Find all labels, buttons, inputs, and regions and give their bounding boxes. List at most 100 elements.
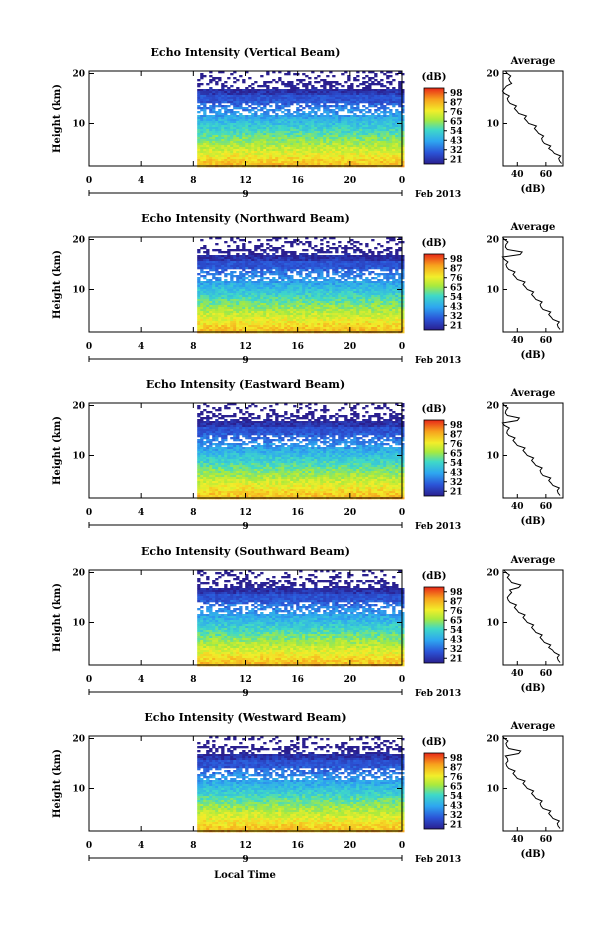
heatmap-cell <box>206 153 210 156</box>
heatmap-cell <box>317 143 321 146</box>
heatmap-cell <box>272 307 276 310</box>
heatmap-cell <box>239 159 243 162</box>
heatmap-cell <box>293 145 297 148</box>
heatmap-cell <box>359 93 363 96</box>
heatmap-cell <box>323 305 327 308</box>
heatmap-cell <box>320 299 324 302</box>
heatmap-cell <box>302 307 306 310</box>
heatmap-cell <box>215 249 219 252</box>
heatmap-cell <box>215 293 219 296</box>
heatmap-cell <box>329 247 333 250</box>
heatmap-cell <box>200 133 204 136</box>
heatmap-cell <box>326 151 330 154</box>
heatmap-cell <box>356 117 360 120</box>
heatmap-cell <box>239 75 243 78</box>
heatmap-cell <box>317 95 321 98</box>
heatmap-cell <box>230 109 234 112</box>
heatmap-cell <box>242 287 246 290</box>
heatmap-cell <box>350 319 354 322</box>
heatmap-cell <box>365 141 369 144</box>
heatmap-cell <box>386 147 390 150</box>
heatmap-cell <box>401 141 405 144</box>
heatmap-cell <box>368 135 372 138</box>
heatmap-cell <box>386 103 390 106</box>
heatmap-cell <box>215 315 219 318</box>
heatmap-cell <box>278 259 282 262</box>
heatmap-cell <box>269 285 273 288</box>
heatmap-cell <box>197 145 201 148</box>
heatmap-cell <box>353 77 357 80</box>
heatmap-cell <box>290 129 294 132</box>
heatmap-cell <box>230 327 234 330</box>
heatmap-cell <box>233 157 237 160</box>
heatmap-cell <box>308 123 312 126</box>
heatmap-cell <box>239 327 243 330</box>
heatmap-cell <box>311 269 315 272</box>
heatmap-cell <box>251 299 255 302</box>
heatmap-cell <box>239 317 243 320</box>
heatmap-cell <box>221 323 225 326</box>
heatmap-cell <box>314 135 318 138</box>
heatmap-cell <box>284 73 288 76</box>
heatmap-cell <box>206 131 210 134</box>
heatmap-cell <box>341 255 345 258</box>
heatmap-cell <box>197 105 201 108</box>
heatmap-cell <box>365 131 369 134</box>
heatmap-cell <box>377 153 381 156</box>
heatmap-cell <box>272 123 276 126</box>
heatmap-cell <box>212 267 216 270</box>
heatmap-cell <box>221 163 225 166</box>
heatmap-cell <box>242 307 246 310</box>
heatmap-cell <box>320 281 324 284</box>
heatmap-cell <box>365 139 369 142</box>
heatmap-cell <box>332 303 336 306</box>
heatmap-cell <box>212 291 216 294</box>
heatmap-cell <box>329 131 333 134</box>
heatmap-cell <box>284 99 288 102</box>
heatmap-cell <box>338 157 342 160</box>
heatmap-cell <box>314 141 318 144</box>
heatmap-cell <box>209 281 213 284</box>
heatmap-cell <box>290 297 294 300</box>
colorbar-tick-label: 54 <box>450 127 463 137</box>
heatmap-cell <box>215 327 219 330</box>
heatmap-cell <box>305 139 309 142</box>
heatmap-cell <box>278 147 282 150</box>
heatmap-cell <box>251 259 255 262</box>
heatmap-cell <box>290 163 294 166</box>
heatmap-cell <box>383 161 387 164</box>
heatmap-cell <box>248 267 252 270</box>
heatmap-cell <box>278 155 282 158</box>
heatmap-cell <box>320 91 324 94</box>
heatmap-cell <box>299 79 303 82</box>
heatmap-cell <box>365 117 369 120</box>
heatmap-cell <box>257 307 261 310</box>
heatmap-cell <box>212 281 216 284</box>
heatmap-cell <box>236 157 240 160</box>
heatmap-cell <box>272 97 276 100</box>
heatmap-cell <box>206 123 210 126</box>
heatmap-cell <box>203 275 207 278</box>
heatmap-cell <box>320 95 324 98</box>
heatmap-cell <box>284 101 288 104</box>
heatmap-cell <box>356 93 360 96</box>
heatmap-cell <box>242 323 246 326</box>
heatmap-cell <box>341 137 345 140</box>
heatmap-cell <box>203 263 207 266</box>
heatmap-cell <box>230 313 234 316</box>
heatmap-cell <box>203 153 207 156</box>
heatmap-cell <box>338 317 342 320</box>
heatmap-cell <box>350 133 354 136</box>
heatmap-cell <box>272 255 276 258</box>
heatmap-cell <box>353 109 357 112</box>
heatmap-cell <box>245 97 249 100</box>
heatmap-cell <box>317 275 321 278</box>
heatmap-cell <box>302 97 306 100</box>
heatmap-cell <box>377 155 381 158</box>
heatmap-cell <box>281 129 285 132</box>
heatmap-cell <box>359 257 363 260</box>
heatmap-cell <box>326 157 330 160</box>
heatmap-cell <box>329 109 333 112</box>
heatmap-cell <box>353 275 357 278</box>
heatmap-cell <box>242 93 246 96</box>
